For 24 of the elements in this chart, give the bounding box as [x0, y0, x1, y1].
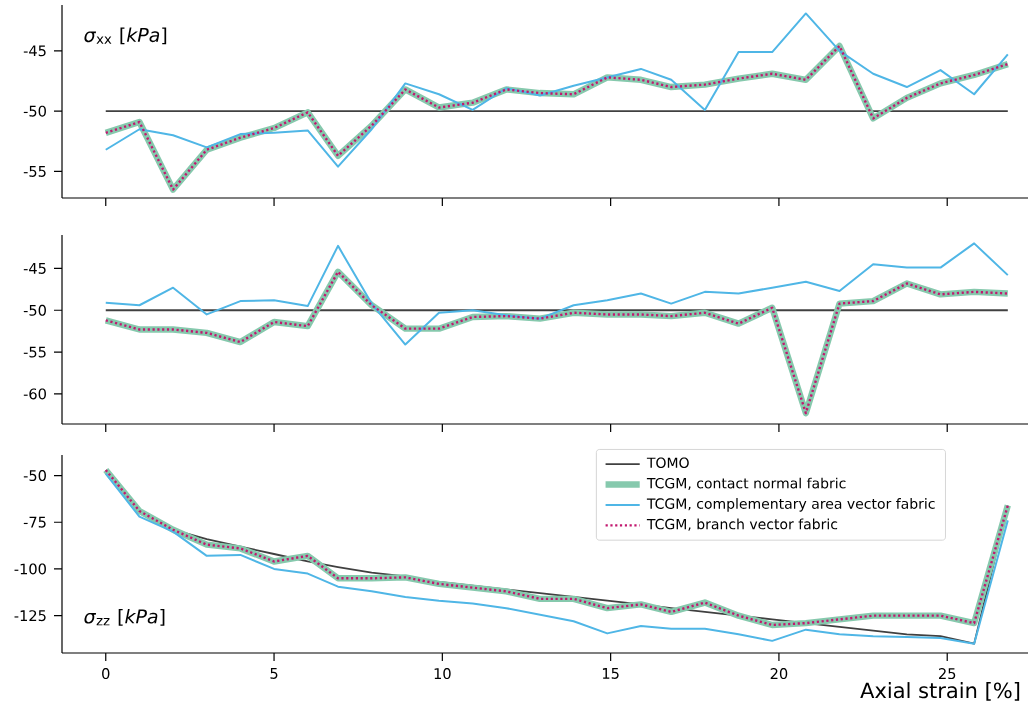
x-tick-label: 20 — [770, 668, 788, 680]
y-tick-label: -45 — [23, 263, 46, 274]
y-tick-label: -100 — [14, 563, 46, 575]
x-tick-label: 0 — [102, 668, 110, 680]
x-tick-label: 25 — [939, 668, 956, 680]
y-tick-label: -50 — [23, 470, 46, 482]
legend-label: TCGM, complementary area vector fabric — [646, 498, 935, 512]
y-axis-title: σ$_{xx}$ [kPa] — [84, 27, 167, 45]
x-tick-label: 10 — [434, 668, 451, 680]
y-tick-label: -50 — [23, 304, 46, 316]
y-tick-label: -45 — [23, 45, 46, 57]
legend-label: TCGM, contact normal fabric — [646, 477, 846, 490]
x-axis-title: Axial strain [%] — [860, 682, 1020, 701]
x-tick-label: 5 — [270, 668, 278, 679]
y-tick-label: -75 — [23, 516, 46, 528]
x-tick-label: 15 — [602, 668, 619, 679]
legend-label: TCGM, branch vector fabric — [646, 518, 838, 531]
y-tick-label: -125 — [14, 610, 46, 622]
y-axis-title: σ$_{zz}$ [kPa] — [84, 608, 165, 626]
y-tick-label: -50 — [23, 105, 46, 117]
y-tick-label: -55 — [23, 166, 46, 177]
y-tick-label: -60 — [23, 388, 46, 400]
y-tick-label: -55 — [23, 346, 46, 358]
legend-label: TOMO — [646, 457, 689, 469]
